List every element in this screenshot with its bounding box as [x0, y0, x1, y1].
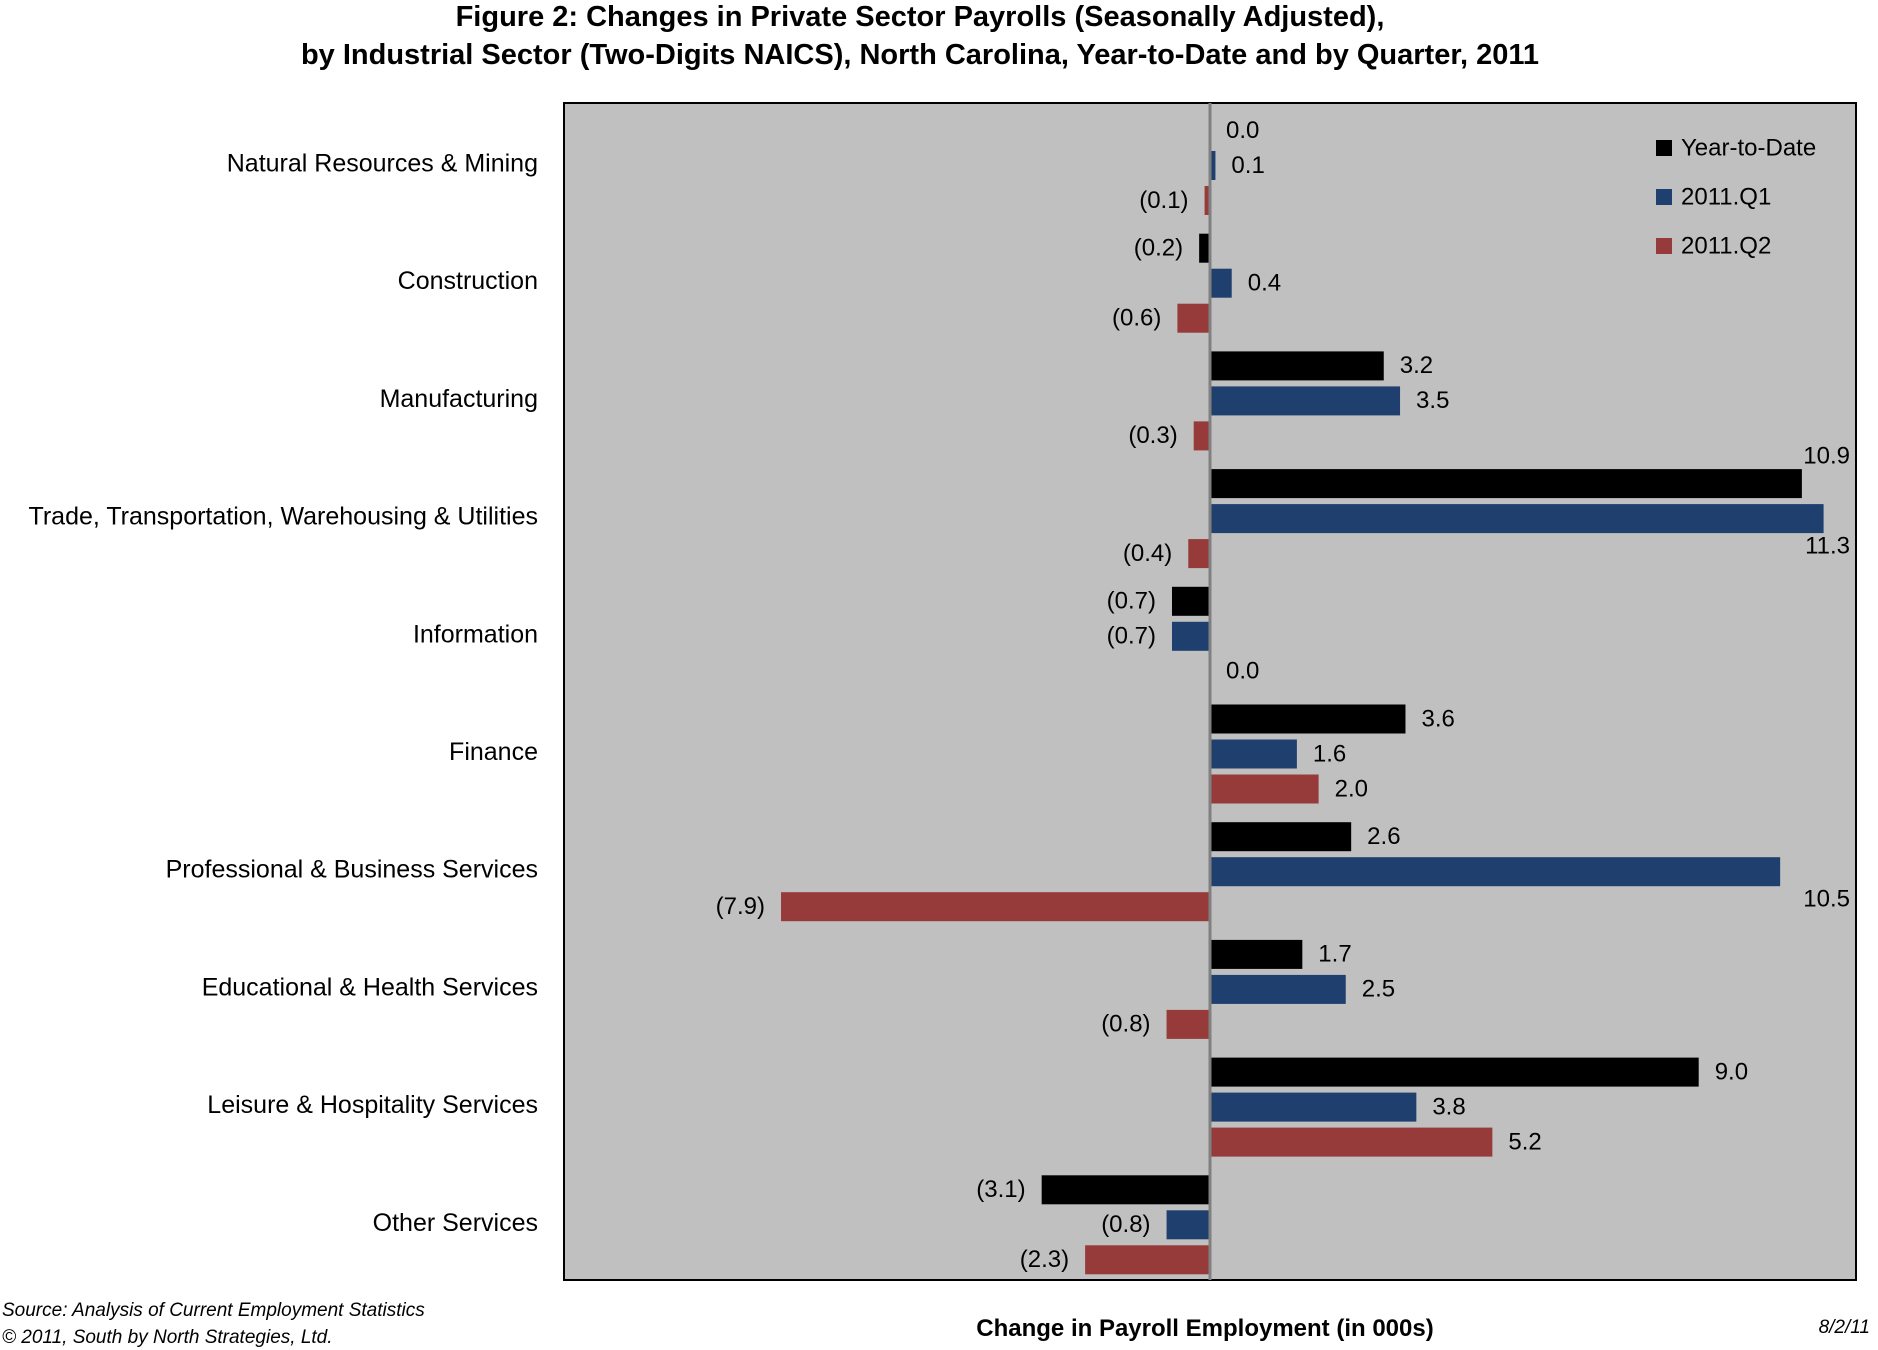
bar-year-to-date-manufacturing [1210, 351, 1384, 381]
chart-subtitle: by Industrial Sector (Two-Digits NAICS),… [300, 39, 1540, 71]
chart-title: Figure 2: Changes in Private Sector Payr… [455, 1, 1385, 33]
category-label-other-services: Other Services [373, 1209, 538, 1237]
bar-year-to-date-other-services [1041, 1175, 1210, 1205]
bar-2011-q2-manufacturing [1193, 421, 1210, 451]
x-axis-title: Change in Payroll Employment (in 000s) [976, 1315, 1434, 1342]
bars-layer [781, 151, 1824, 1275]
data-label-year-to-date-finance: 3.6 [1421, 705, 1454, 732]
copyright-note: © 2011, South by North Strategies, Ltd. [2, 1327, 333, 1348]
category-label-construction: Construction [398, 267, 538, 295]
data-label-2011-q1-information: (0.7) [1107, 623, 1156, 650]
data-label-2011-q2-information: 0.0 [1226, 658, 1259, 685]
bar-2011-q2-finance [1210, 774, 1319, 804]
category-label-finance: Finance [449, 738, 538, 766]
category-label-leisure-hospitality-services: Leisure & Hospitality Services [207, 1091, 538, 1119]
data-label-2011-q2-leisure-hospitality-services: 5.2 [1508, 1128, 1541, 1155]
data-label-year-to-date-construction: (0.2) [1134, 235, 1183, 262]
bar-2011-q2-educational-health-services [1166, 1009, 1210, 1039]
labels-layer: 0.0 0.1 (0.1) (0.2) 0.4 (0.6) 3.2 3.5 (0.3) 10.9 1… [716, 117, 1850, 1273]
data-label-year-to-date-professional-business-services: 2.6 [1367, 823, 1400, 850]
data-label-2011-q2-manufacturing: (0.3) [1128, 422, 1177, 449]
bar-year-to-date-information [1171, 586, 1210, 616]
bar-year-to-date-construction [1199, 233, 1210, 263]
data-label-2011-q1-educational-health-services: 2.5 [1362, 976, 1395, 1003]
data-label-2011-q1-other-services: (0.8) [1101, 1211, 1150, 1238]
data-label-2011-q2-natural-resources-mining: (0.1) [1139, 187, 1188, 214]
category-label-educational-health-services: Educational & Health Services [202, 973, 538, 1001]
bar-2011-q1-finance [1210, 739, 1297, 769]
bar-2011-q1-professional-business-services [1210, 857, 1781, 887]
data-label-2011-q2-finance: 2.0 [1335, 775, 1368, 802]
category-label-trade-transportation-warehousing-utilities: Trade, Transportation, Warehousing & Uti… [29, 503, 539, 531]
legend-label-year-to-date: Year-to-Date [1681, 134, 1816, 161]
data-label-2011-q2-other-services: (2.3) [1020, 1246, 1069, 1273]
category-label-natural-resources-mining: Natural Resources & Mining [227, 149, 538, 177]
bar-2011-q1-leisure-hospitality-services [1210, 1092, 1417, 1122]
bar-year-to-date-trade-transportation-warehousing-utilities [1210, 469, 1802, 499]
data-label-2011-q1-professional-business-services: 10.5 [1803, 886, 1850, 913]
data-label-2011-q2-trade-transportation-warehousing-utilities: (0.4) [1123, 540, 1172, 567]
data-label-year-to-date-trade-transportation-warehousing-utilities: 10.9 [1803, 442, 1850, 469]
data-label-year-to-date-educational-health-services: 1.7 [1318, 941, 1351, 968]
bar-2011-q2-leisure-hospitality-services [1210, 1127, 1493, 1157]
category-label-information: Information [413, 620, 538, 648]
bar-2011-q1-educational-health-services [1210, 974, 1346, 1004]
bar-year-to-date-professional-business-services [1210, 822, 1352, 852]
data-label-year-to-date-natural-resources-mining: 0.0 [1226, 117, 1259, 144]
data-label-year-to-date-leisure-hospitality-services: 9.0 [1715, 1058, 1748, 1085]
bar-year-to-date-leisure-hospitality-services [1210, 1057, 1699, 1087]
category-label-professional-business-services: Professional & Business Services [166, 856, 538, 884]
bar-2011-q2-trade-transportation-warehousing-utilities [1188, 539, 1210, 569]
legend-swatch-2011-q2 [1656, 238, 1672, 254]
data-label-2011-q1-manufacturing: 3.5 [1416, 387, 1449, 414]
legend-label-2011-q2: 2011.Q2 [1681, 232, 1771, 259]
bar-2011-q1-natural-resources-mining [1210, 151, 1216, 180]
data-label-2011-q1-construction: 0.4 [1248, 270, 1281, 297]
data-label-2011-q2-professional-business-services: (7.9) [716, 893, 765, 920]
data-label-2011-q2-construction: (0.6) [1112, 305, 1161, 332]
data-label-2011-q1-trade-transportation-warehousing-utilities: 11.3 [1805, 532, 1850, 559]
data-label-2011-q1-natural-resources-mining: 0.1 [1231, 152, 1264, 179]
legend-label-2011-q1: 2011.Q1 [1681, 183, 1771, 210]
legend: Year-to-Date 2011.Q1 2011.Q2 [1656, 134, 1816, 259]
data-label-year-to-date-other-services: (3.1) [976, 1176, 1025, 1203]
bar-2011-q2-natural-resources-mining [1204, 186, 1210, 215]
bar-2011-q2-professional-business-services [781, 892, 1210, 922]
bar-2011-q1-information [1171, 621, 1210, 651]
bar-2011-q2-construction [1177, 303, 1210, 333]
bar-2011-q1-other-services [1166, 1210, 1210, 1240]
date-note: 8/2/11 [1818, 1317, 1870, 1338]
legend-swatch-2011-q1 [1656, 189, 1672, 205]
data-label-2011-q1-leisure-hospitality-services: 3.8 [1432, 1093, 1465, 1120]
bar-2011-q1-manufacturing [1210, 386, 1401, 416]
bar-2011-q1-construction [1210, 268, 1232, 298]
bar-year-to-date-educational-health-services [1210, 939, 1303, 969]
data-label-2011-q1-finance: 1.6 [1313, 740, 1346, 767]
bar-year-to-date-finance [1210, 704, 1406, 734]
category-label-manufacturing: Manufacturing [380, 385, 538, 413]
source-note: Source: Analysis of Current Employment S… [2, 1300, 425, 1321]
data-label-year-to-date-information: (0.7) [1107, 588, 1156, 615]
bar-2011-q1-trade-transportation-warehousing-utilities [1210, 504, 1824, 534]
data-label-2011-q2-educational-health-services: (0.8) [1101, 1011, 1150, 1038]
bar-2011-q2-other-services [1085, 1245, 1210, 1275]
data-label-year-to-date-manufacturing: 3.2 [1400, 352, 1433, 379]
category-axis: Natural Resources & Mining Construction Ma… [29, 149, 539, 1236]
legend-swatch-year-to-date [1656, 140, 1672, 156]
